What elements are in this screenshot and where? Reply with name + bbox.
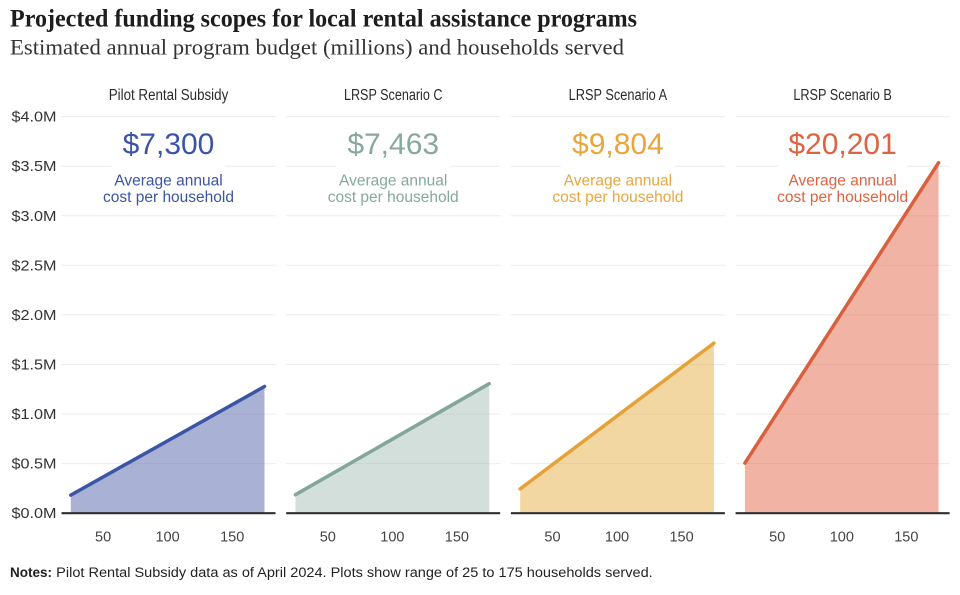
svg-text:LRSP Scenario C: LRSP Scenario C: [344, 87, 443, 104]
svg-text:Projected funding scopes for l: Projected funding scopes for local renta…: [10, 6, 637, 33]
svg-text:50: 50: [320, 530, 336, 546]
svg-text:$3.0M: $3.0M: [12, 209, 57, 225]
svg-text:$3.5M: $3.5M: [12, 159, 57, 175]
svg-text:150: 150: [894, 530, 918, 546]
svg-text:LRSP Scenario A: LRSP Scenario A: [569, 87, 668, 104]
svg-text:50: 50: [95, 530, 111, 546]
svg-text:150: 150: [220, 530, 244, 546]
svg-text:Notes:: Notes:: [10, 565, 52, 580]
svg-text:Pilot Rental Subsidy data as o: Pilot Rental Subsidy data as of April 20…: [56, 565, 653, 580]
svg-text:$20,201: $20,201: [788, 128, 896, 161]
svg-text:100: 100: [380, 530, 404, 546]
svg-text:50: 50: [769, 530, 785, 546]
svg-text:$2.5M: $2.5M: [12, 258, 57, 274]
svg-text:$9,804: $9,804: [572, 128, 664, 161]
svg-text:150: 150: [445, 530, 469, 546]
svg-text:$7,463: $7,463: [347, 128, 439, 161]
svg-text:cost per household: cost per household: [777, 189, 908, 206]
svg-text:cost per household: cost per household: [103, 189, 234, 206]
svg-text:$0.0M: $0.0M: [12, 506, 57, 522]
svg-text:Estimated annual program budge: Estimated annual program budget (million…: [10, 35, 624, 60]
svg-text:Average annual: Average annual: [114, 172, 222, 189]
svg-text:LRSP Scenario B: LRSP Scenario B: [793, 87, 892, 104]
svg-text:$1.5M: $1.5M: [12, 358, 57, 374]
svg-text:$2.0M: $2.0M: [12, 308, 57, 324]
svg-text:Average annual: Average annual: [339, 172, 447, 189]
svg-text:50: 50: [544, 530, 560, 546]
svg-text:cost per household: cost per household: [552, 189, 683, 206]
svg-text:Pilot Rental Subsidy: Pilot Rental Subsidy: [109, 87, 229, 104]
svg-text:100: 100: [155, 530, 179, 546]
svg-text:150: 150: [669, 530, 693, 546]
svg-text:Average annual: Average annual: [564, 172, 672, 189]
svg-text:100: 100: [605, 530, 629, 546]
svg-text:$1.0M: $1.0M: [12, 407, 57, 423]
svg-text:$4.0M: $4.0M: [12, 110, 57, 126]
svg-text:$0.5M: $0.5M: [12, 457, 57, 473]
svg-text:Average annual: Average annual: [788, 172, 896, 189]
svg-text:100: 100: [830, 530, 854, 546]
svg-text:$7,300: $7,300: [123, 128, 215, 161]
svg-text:cost per household: cost per household: [328, 189, 459, 206]
